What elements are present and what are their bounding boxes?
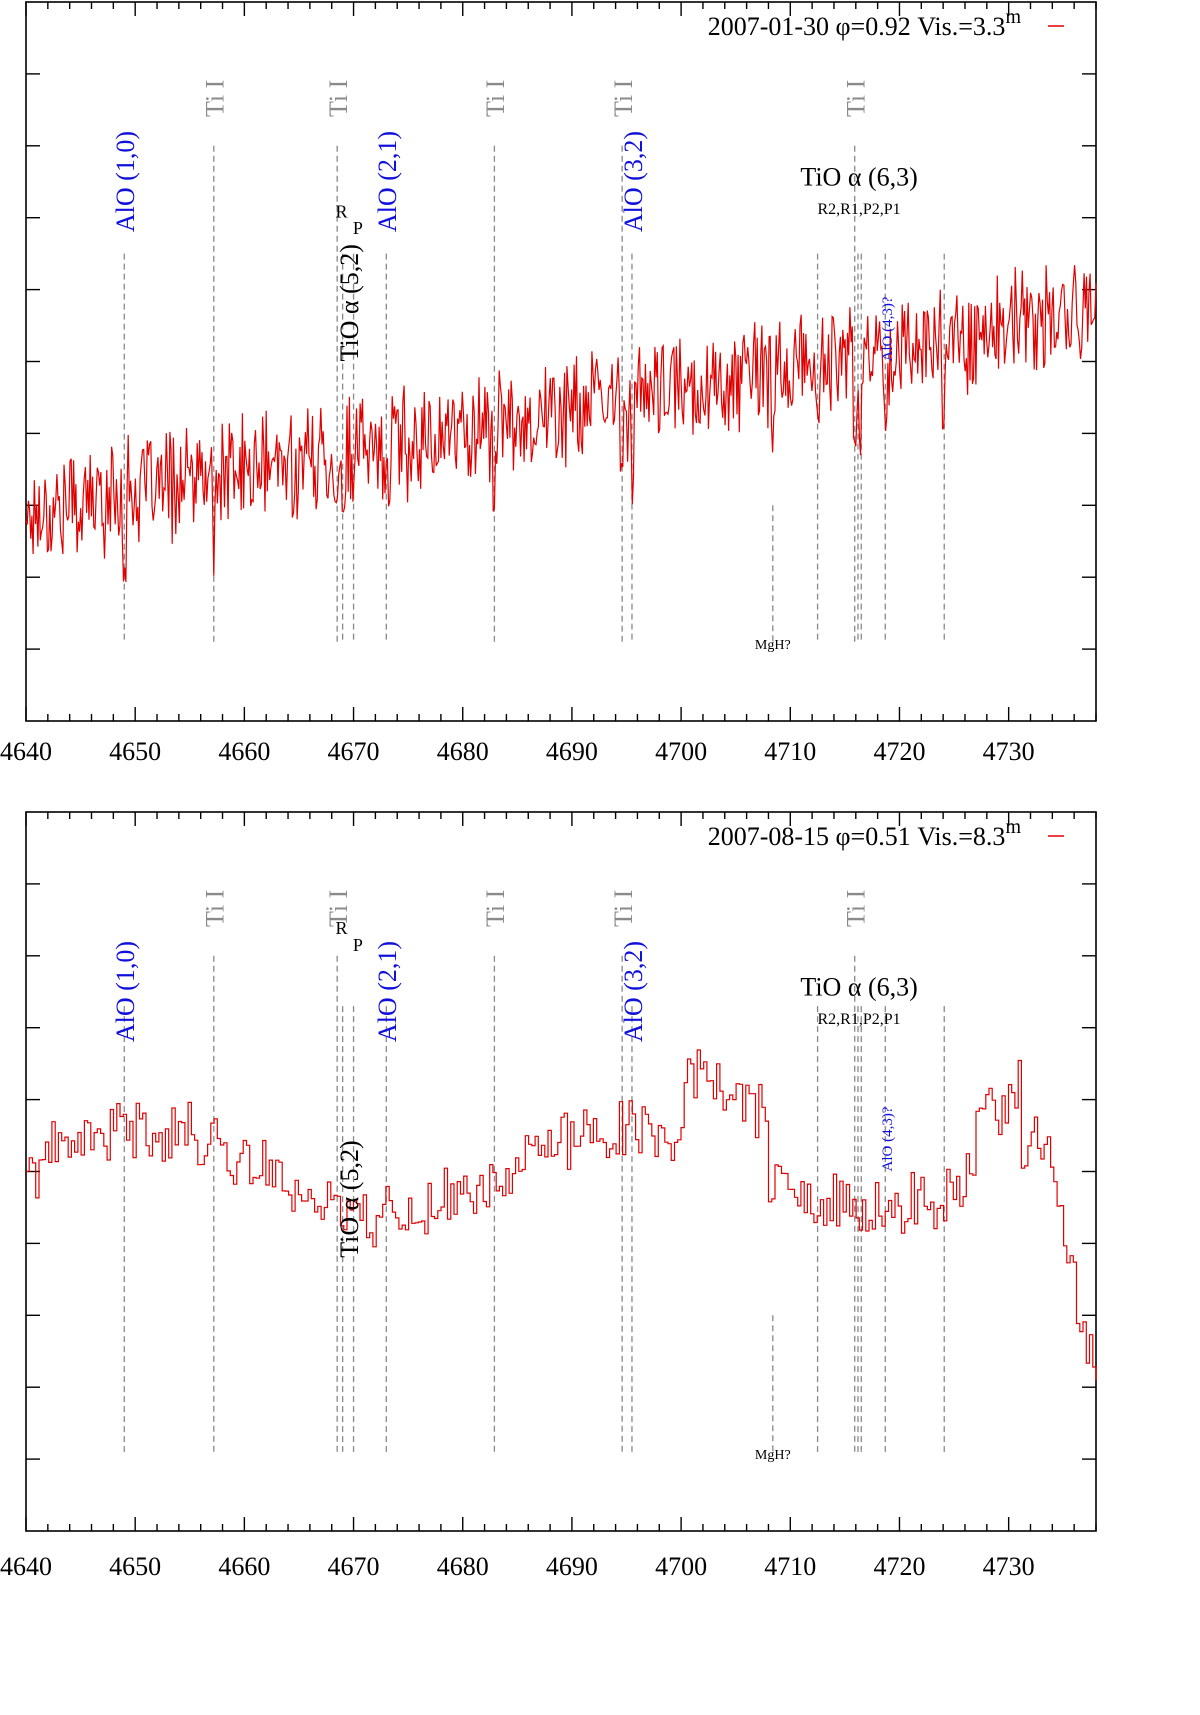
tio-52-label: TiO α (5,2) [335, 244, 364, 361]
alo-43-label: AlO (4,3)? [880, 296, 896, 361]
panel-bottom: 4640 4650 4660 4670 4680 4690 4700 4710 4720 4730… [0, 811, 1097, 1581]
alo-label: AlO (1,0) [111, 131, 140, 232]
alo-label: AlO (1,0) [111, 941, 140, 1042]
x-tick-label: 4710 [764, 1552, 816, 1581]
legend-label: 2007-01-30 φ=0.92 Vis.=3.3m [708, 6, 1022, 41]
tio-52-p-label: P [353, 218, 363, 238]
x-tick-label: 4730 [983, 737, 1035, 766]
x-tick-label: 4720 [873, 1552, 925, 1581]
x-tick-label: 4640 [0, 1552, 52, 1581]
plot-frame [25, 1, 1097, 722]
x-tick-label: 4690 [546, 737, 598, 766]
alo-label: AlO (3,2) [619, 941, 648, 1042]
tio-63-label: TiO α (6,3) [800, 162, 917, 191]
legend-text: 2007-01-30 φ=0.92 Vis.=3.3 [708, 12, 1006, 41]
x-tick-label: 4650 [109, 1552, 161, 1581]
legend-label: 2007-08-15 φ=0.51 Vis.=8.3m [708, 816, 1022, 851]
tio-52-p-label: P [353, 935, 363, 955]
x-tick-label: 4720 [873, 737, 925, 766]
mgh-label: MgH? [755, 638, 791, 653]
ti-i-label: Ti I [201, 80, 230, 117]
spectrum-series-2007-08-15 [26, 1049, 1097, 1381]
tio-52-label: TiO α (5,2) [335, 1140, 364, 1257]
tio-63-branches-label: R2,R1,P2,P1 [818, 201, 901, 218]
tio-63-branches-label: R2,R1,P2,P1 [818, 1011, 901, 1028]
alo-label: AlO (2,1) [373, 131, 402, 232]
ti-i-label: Ti I [842, 80, 871, 117]
x-tick-label: 4670 [328, 737, 380, 766]
x-tick-label: 4680 [437, 737, 489, 766]
x-tick-label: 4650 [109, 737, 161, 766]
spectrum-series-2007-01-30 [25, 265, 1097, 583]
ti-i-label: Ti I [481, 80, 510, 117]
ti-i-label: Ti I [324, 80, 353, 117]
ti-i-label: Ti I [201, 890, 230, 927]
ti-i-label: Ti I [842, 890, 871, 927]
plot-frame [25, 811, 1097, 1532]
x-tick-label: 4710 [764, 737, 816, 766]
x-tick-label: 4690 [546, 1552, 598, 1581]
tio-52-r-label: R [336, 202, 348, 222]
x-tick-label: 4730 [983, 1552, 1035, 1581]
panel-top: 4640 4650 4660 4670 4680 4690 4700 4710 4720 4730… [0, 1, 1097, 766]
x-tick-label: 4700 [655, 737, 707, 766]
legend-superscript: m [1005, 816, 1021, 838]
x-tick-label: 4660 [218, 1552, 270, 1581]
mgh-label: MgH? [755, 1448, 791, 1463]
alo-label: AlO (2,1) [373, 941, 402, 1042]
ti-i-label: Ti I [609, 80, 638, 117]
ti-i-label: Ti I [481, 890, 510, 927]
alo-43-label: AlO (4,3)? [880, 1106, 896, 1171]
alo-label: AlO (3,2) [619, 131, 648, 232]
x-tick-label: 4700 [655, 1552, 707, 1581]
legend-superscript: m [1005, 6, 1021, 28]
x-tick-label: 4680 [437, 1552, 489, 1581]
x-tick-label: 4670 [328, 1552, 380, 1581]
ti-i-label: Ti I [609, 890, 638, 927]
x-tick-label: 4640 [0, 737, 52, 766]
x-tick-label: 4660 [218, 737, 270, 766]
tio-52-r-label: R [336, 918, 348, 938]
legend-text: 2007-08-15 φ=0.51 Vis.=8.3 [708, 822, 1006, 851]
tio-63-label: TiO α (6,3) [800, 972, 917, 1001]
ti-i-label: Ti I [324, 890, 353, 927]
